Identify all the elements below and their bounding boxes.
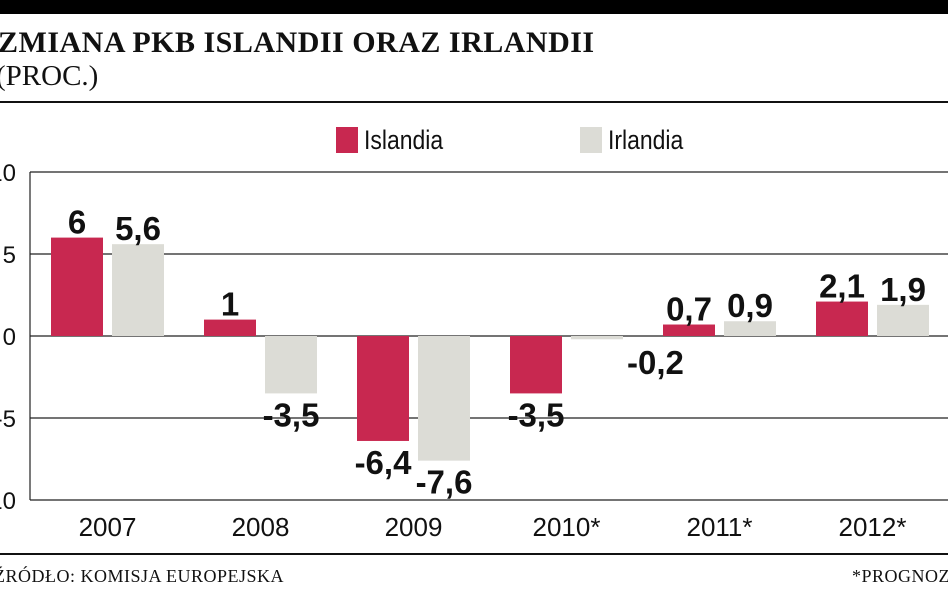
bar-islandia-2009 [357, 336, 409, 441]
chart-title: ZMIANA PKB ISLANDII ORAZ IRLANDII [0, 26, 595, 59]
x-tick-label: 2012* [839, 512, 907, 542]
bar-islandia-2008 [204, 319, 256, 336]
y-tick-label: 5 [3, 242, 16, 269]
forecast-note: *PROGNOZA [852, 566, 948, 586]
top-bar [0, 0, 948, 14]
chart-subtitle: (PROC.) [0, 60, 99, 92]
x-tick-label: 2007 [79, 512, 137, 542]
data-label: -3,5 [508, 396, 565, 433]
data-label: 1,9 [880, 271, 926, 308]
y-tick-label: 0 [3, 324, 16, 351]
data-label: 0,9 [727, 287, 773, 324]
data-label: 1 [221, 286, 239, 323]
legend-item-islandia: Islandia [336, 124, 457, 156]
data-label: -7,6 [416, 464, 473, 501]
legend-swatch-irlandia [580, 127, 602, 153]
data-label: -0,2 [627, 344, 684, 381]
footer-rule [0, 553, 948, 555]
y-tick-label: 10 [0, 160, 16, 187]
source-note: ŹRÓDŁO: KOMISJA EUROPEJSKA [0, 566, 285, 586]
bar-irlandia-2011 [724, 321, 776, 336]
bar-irlandia-2009 [418, 336, 470, 461]
x-tick-label: 2010* [533, 512, 601, 542]
bar-irlandia-2008 [265, 336, 317, 394]
x-tick-label: 2011* [686, 512, 752, 542]
bar-islandia-2012 [816, 301, 868, 336]
bar-irlandia-2012 [877, 304, 929, 336]
legend-item-irlandia: Irlandia [580, 124, 697, 156]
legend-swatch-islandia [336, 127, 358, 153]
bar-islandia-2010 [510, 336, 562, 394]
legend-label-islandia: Islandia [364, 124, 444, 155]
y-tick-label: -10 [0, 488, 16, 515]
data-label: 2,1 [819, 268, 865, 305]
x-tick-label: 2008 [232, 512, 290, 542]
x-tick-label: 2009 [385, 512, 443, 542]
data-label: -3,5 [263, 396, 320, 433]
data-label: -6,4 [355, 444, 413, 481]
data-label: 5,6 [115, 210, 161, 247]
data-label: 0,7 [666, 291, 712, 328]
legend-label-irlandia: Irlandia [608, 124, 684, 155]
data-label: 6 [68, 204, 86, 241]
bar-irlandia-2007 [112, 244, 164, 336]
header-rule [0, 101, 948, 103]
bar-islandia-2011 [663, 324, 715, 336]
bar-islandia-2007 [51, 237, 103, 336]
y-tick-label: -5 [0, 406, 16, 433]
bar-irlandia-2010 [571, 336, 623, 340]
